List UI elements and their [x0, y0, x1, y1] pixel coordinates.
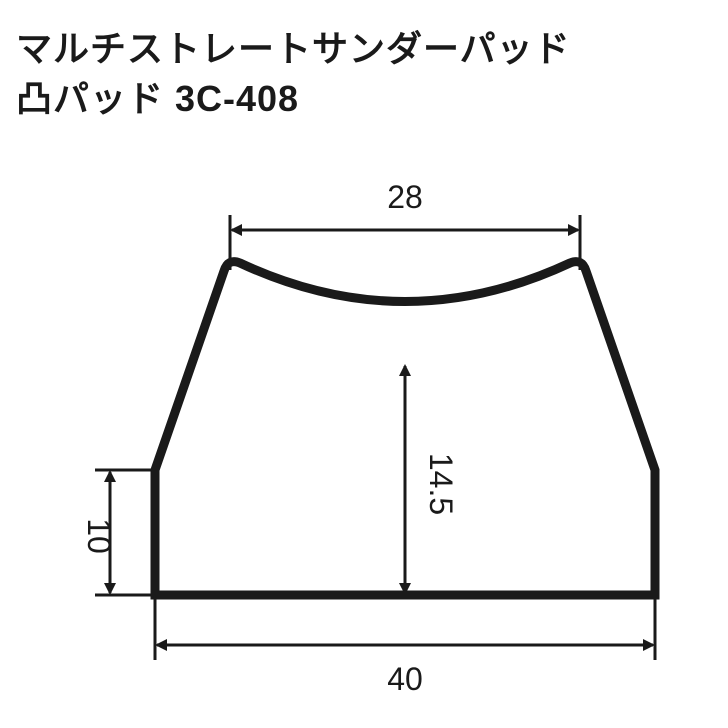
technical-diagram: 28 14.5 10 40 [0, 150, 728, 710]
dim-left: 10 [81, 470, 155, 595]
dim-top-value: 28 [387, 179, 423, 215]
dim-left-value: 10 [81, 518, 117, 554]
dim-bottom-value: 40 [387, 661, 423, 697]
title-line-2: 凸パッド 3C-408 [16, 74, 712, 124]
dim-height: 14.5 [405, 366, 459, 593]
dim-top: 28 [230, 179, 580, 270]
dim-height-value: 14.5 [423, 453, 459, 515]
dim-bottom: 40 [155, 595, 655, 697]
title-line-1: マルチストレートサンダーパッド [16, 24, 712, 74]
